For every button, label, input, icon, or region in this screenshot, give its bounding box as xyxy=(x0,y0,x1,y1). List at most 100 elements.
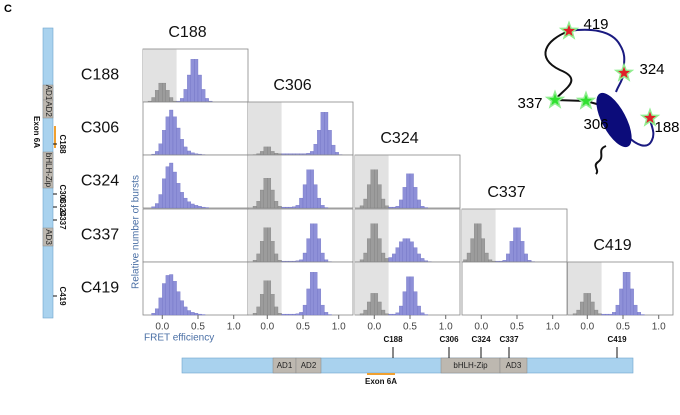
histogram-bar xyxy=(194,205,199,209)
residue-label: 324 xyxy=(639,61,664,78)
histogram-bar xyxy=(204,98,209,103)
histogram-bar xyxy=(259,241,264,263)
histogram-bar xyxy=(391,253,396,263)
x-tick-label: 0.0 xyxy=(580,322,594,333)
histogram-bar xyxy=(274,306,279,316)
histogram-bar xyxy=(416,305,421,316)
histogram-bar xyxy=(165,90,170,103)
residue-label: 188 xyxy=(654,119,679,136)
histogram-bar xyxy=(320,205,325,209)
cys-label: C324 xyxy=(471,335,491,344)
histogram-bar xyxy=(274,253,279,263)
cys-label: C419 xyxy=(607,335,627,344)
x-tick-label: 0.5 xyxy=(191,322,205,333)
histogram-bar xyxy=(172,281,177,316)
histogram-bar xyxy=(633,304,638,316)
domain-box xyxy=(42,227,54,247)
histogram-bar xyxy=(158,194,163,209)
cys-label: C337 xyxy=(58,210,67,230)
histogram-bar xyxy=(302,252,307,263)
histogram-bar xyxy=(416,253,421,263)
histogram-bar xyxy=(388,206,393,209)
histogram-bar xyxy=(399,199,404,209)
histogram-bar xyxy=(281,206,286,209)
histogram-bar xyxy=(420,312,425,316)
histogram-bar xyxy=(176,127,181,156)
domain-box xyxy=(42,99,54,119)
dye-star xyxy=(613,62,635,82)
histogram-bar xyxy=(477,223,482,263)
panel-frame xyxy=(461,261,568,316)
histogram-bar xyxy=(406,276,411,316)
histogram-bar xyxy=(466,252,471,263)
histogram-bar xyxy=(420,258,425,263)
histogram-bar xyxy=(162,82,167,103)
histogram-bar xyxy=(187,201,192,209)
histogram-bar xyxy=(384,313,389,316)
histogram-bar xyxy=(608,313,613,316)
panel-frame xyxy=(142,208,249,263)
histogram-bar xyxy=(320,112,325,156)
histogram-bar xyxy=(601,313,606,316)
x-tick-label: 0.5 xyxy=(616,322,630,333)
x-tick-label: 0.5 xyxy=(296,322,310,333)
cys-label: C306 xyxy=(439,335,459,344)
row-label: C188 xyxy=(81,67,119,84)
histogram-bar xyxy=(363,252,368,263)
histogram-bar xyxy=(190,312,195,316)
cys-label: C188 xyxy=(383,335,403,344)
histogram-bar xyxy=(313,272,318,316)
histogram-bar xyxy=(366,238,371,263)
histogram-bar xyxy=(267,227,272,263)
histogram-bar xyxy=(183,146,188,156)
histogram-bar xyxy=(183,197,188,209)
histogram-bar xyxy=(197,206,202,209)
x-axis-title: FRET efficiency xyxy=(144,333,214,344)
helix xyxy=(596,92,632,148)
dye-star xyxy=(558,20,580,40)
histogram-bar xyxy=(320,304,325,316)
domain-label: AD3 xyxy=(506,361,522,370)
histogram-bar xyxy=(420,206,425,209)
histogram-bar xyxy=(270,189,275,209)
column-label: C324 xyxy=(380,130,418,147)
histogram-bar xyxy=(381,252,386,263)
histogram-bar xyxy=(263,146,268,156)
domain-label: AD2 xyxy=(301,361,317,370)
histogram-bar xyxy=(299,197,304,209)
residue-label: 306 xyxy=(583,116,608,133)
histogram-bar xyxy=(391,313,396,316)
histogram-bar xyxy=(587,293,592,316)
histogram-bar xyxy=(179,300,184,316)
exon-label: Exon 6A xyxy=(365,377,397,386)
histogram-bar xyxy=(154,203,159,209)
exon-label: Exon 6A xyxy=(32,116,41,148)
residue-label: 419 xyxy=(583,16,608,33)
histogram-bar xyxy=(313,184,318,209)
histogram-bar xyxy=(259,151,264,156)
histogram-bar xyxy=(309,151,314,156)
histogram-bar xyxy=(409,173,414,209)
x-tick-label: 0.0 xyxy=(260,322,274,333)
histogram-bar xyxy=(162,178,167,209)
histogram-bar xyxy=(619,288,624,316)
domain-label: AD3 xyxy=(44,229,53,245)
panel-label: C xyxy=(4,3,12,15)
histogram-bar xyxy=(194,313,199,316)
histogram-bar xyxy=(263,280,268,316)
column-label: C306 xyxy=(273,77,311,94)
histogram-bar xyxy=(366,184,371,209)
residue-label: 337 xyxy=(517,95,542,112)
histogram-bar xyxy=(154,151,159,156)
histogram-bar xyxy=(331,144,336,156)
histogram-bar xyxy=(284,313,289,316)
histogram-bar xyxy=(162,130,167,156)
histogram-bar xyxy=(259,189,264,209)
histogram-bar xyxy=(513,227,518,263)
histogram-bar xyxy=(509,241,514,263)
histogram-bar xyxy=(324,312,329,316)
histogram-bar xyxy=(576,309,581,316)
histogram-bar xyxy=(313,144,318,156)
cys-label: C337 xyxy=(499,335,519,344)
histogram-bar xyxy=(377,238,382,263)
